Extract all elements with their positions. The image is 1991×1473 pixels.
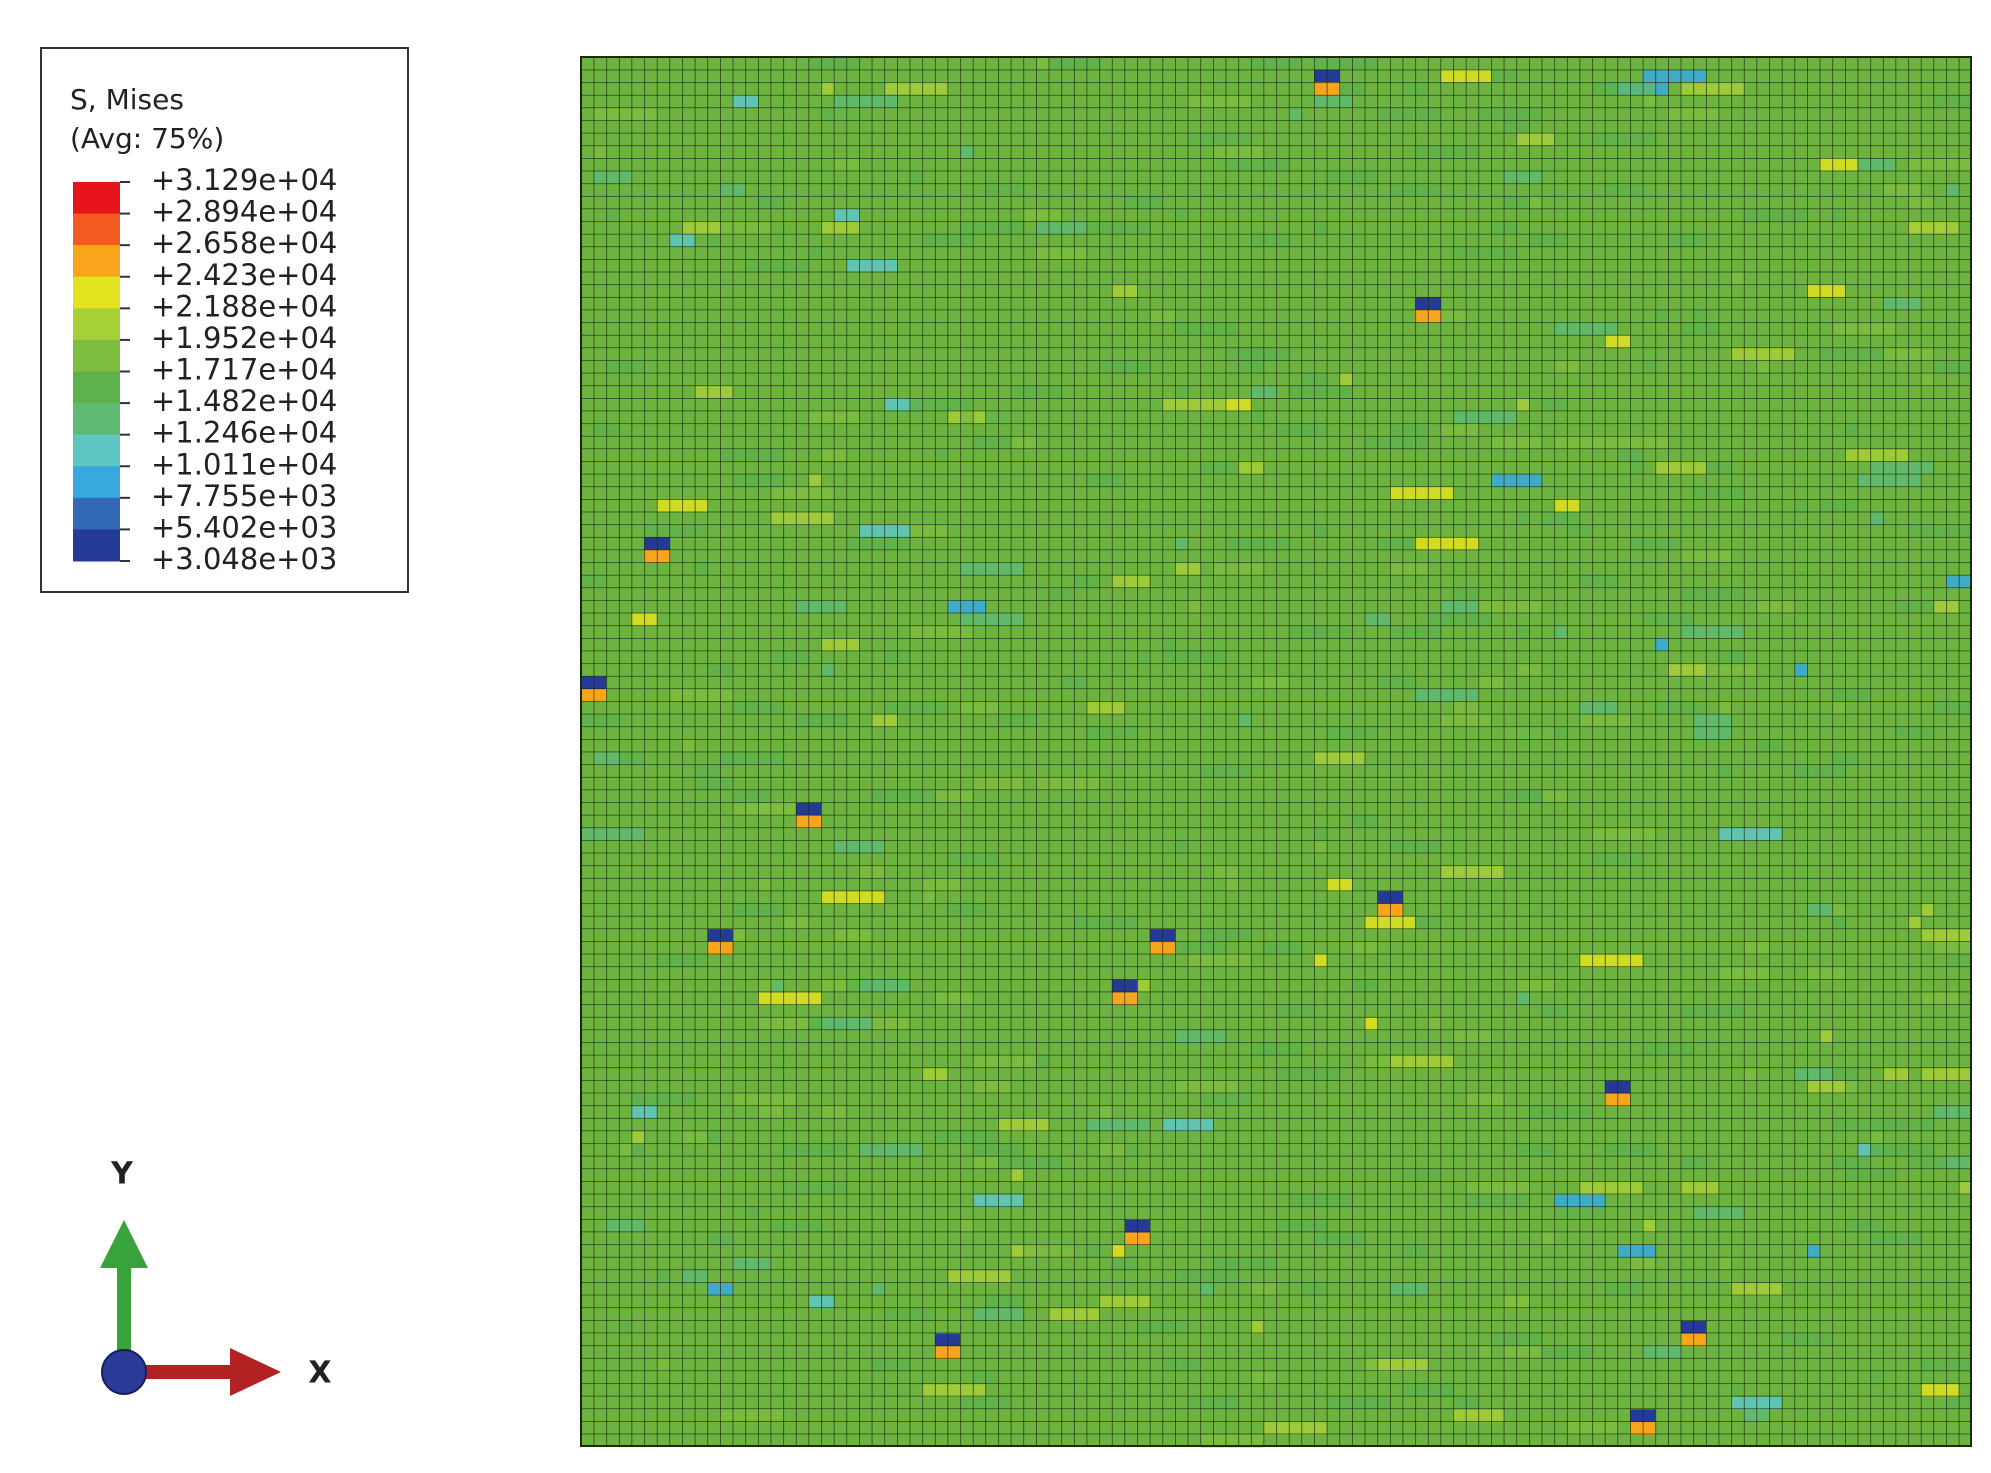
legend-label: +5.402e+03 [151, 510, 337, 544]
legend-color-band [73, 308, 120, 341]
legend-color-band [73, 529, 120, 562]
legend-color-band [73, 276, 120, 309]
legend-label: +2.658e+04 [151, 226, 337, 260]
legend-color-band [73, 434, 120, 467]
legend-color-band [73, 403, 120, 436]
legend-label: +2.423e+04 [151, 258, 337, 292]
legend-color-band [73, 182, 120, 215]
legend-title: S, Mises [70, 83, 184, 116]
y-arrowhead [100, 1220, 148, 1268]
z-axis-dot [101, 1349, 147, 1395]
mesh-grid [580, 56, 1972, 1447]
legend-label: +3.129e+04 [151, 163, 337, 197]
legend-label: +2.188e+04 [151, 289, 337, 323]
legend-label: +2.894e+04 [151, 195, 337, 229]
legend-color-band [73, 371, 120, 404]
legend-color-band [73, 339, 120, 372]
legend-scale: +3.129e+04+2.894e+04+2.658e+04+2.423e+04… [73, 163, 337, 576]
y-axis-label: Y [110, 1157, 134, 1192]
legend-label: +1.011e+04 [151, 447, 337, 481]
legend-label: +1.246e+04 [151, 416, 337, 450]
legend-label: +7.755e+03 [151, 479, 337, 513]
x-axis-arrow [124, 1365, 234, 1379]
axis-triad: Y X [100, 1157, 332, 1396]
legend-color-band [73, 213, 120, 246]
legend-label: +1.482e+04 [151, 384, 337, 418]
legend-label: +1.952e+04 [151, 321, 337, 355]
x-arrowhead [230, 1348, 281, 1396]
legend-label: +3.048e+03 [151, 542, 337, 576]
legend-color-band [73, 497, 120, 530]
legend-subtitle: (Avg: 75%) [70, 122, 224, 155]
x-axis-label: X [308, 1356, 331, 1391]
legend-color-band [73, 245, 120, 278]
legend-color-band [73, 466, 120, 499]
legend-label: +1.717e+04 [151, 353, 337, 387]
y-axis-arrow [117, 1262, 131, 1372]
